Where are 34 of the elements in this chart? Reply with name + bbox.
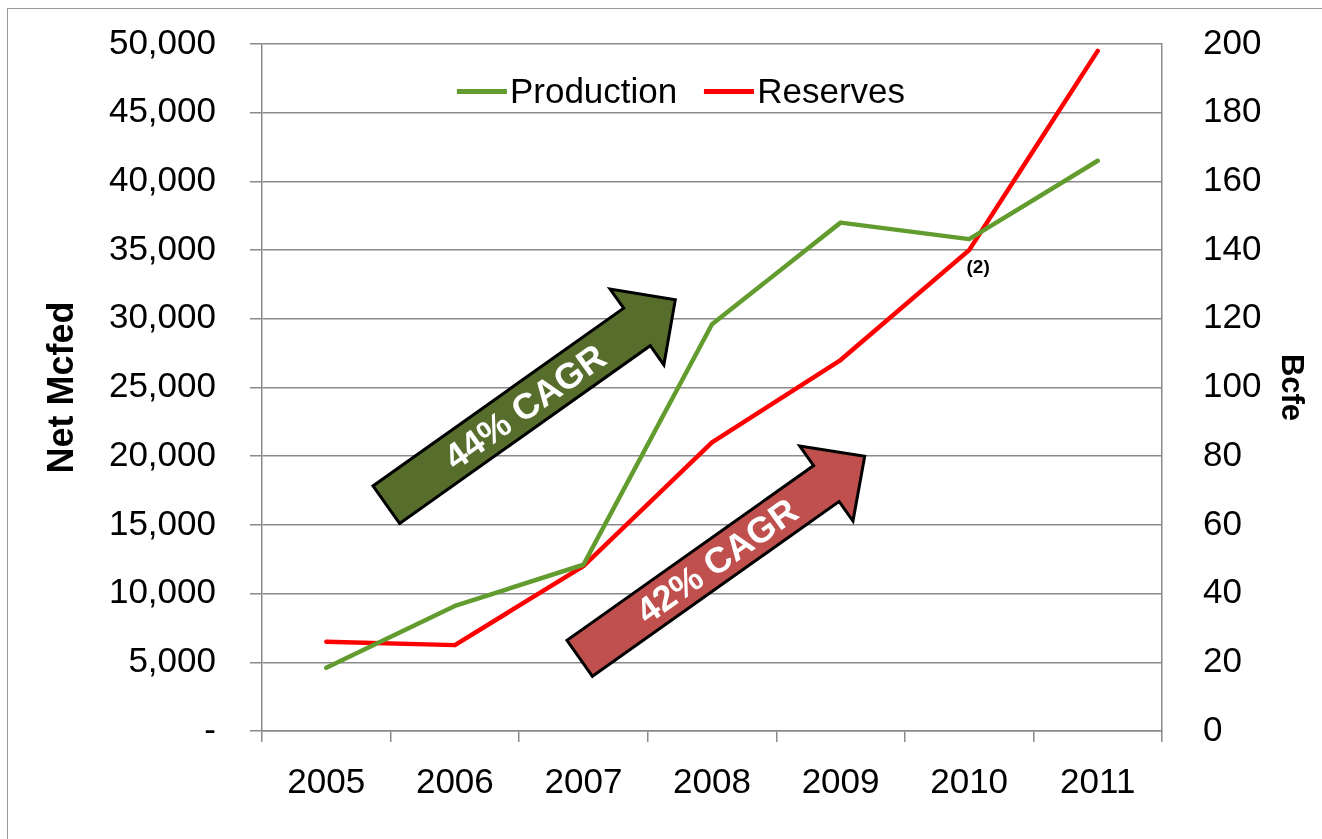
y-tick-label: 40,000 bbox=[108, 159, 216, 199]
y2-tick-label: 80 bbox=[1203, 433, 1242, 473]
legend-label: Production bbox=[509, 70, 678, 112]
y-tick-label: 50,000 bbox=[108, 21, 216, 61]
y-tick-label: 45,000 bbox=[108, 90, 216, 130]
y-tick-label: - bbox=[204, 708, 216, 748]
x-tick-label: 2006 bbox=[415, 760, 494, 800]
y2-tick-label: 200 bbox=[1203, 21, 1262, 61]
x-tick-label: 2010 bbox=[930, 760, 1009, 800]
y2-tick-label: 0 bbox=[1203, 708, 1223, 748]
y-tick-label: 5,000 bbox=[128, 639, 216, 679]
y2-tick-label: 40 bbox=[1203, 571, 1242, 611]
y-axis-title: Net Mcfed bbox=[39, 301, 81, 474]
y2-tick-label: 140 bbox=[1203, 227, 1262, 267]
y-tick-label: 20,000 bbox=[108, 433, 216, 473]
y2-tick-label: 100 bbox=[1203, 365, 1262, 405]
legend-label: Reserves bbox=[757, 70, 906, 112]
x-tick-label: 2011 bbox=[1060, 760, 1136, 800]
y-tick-label: 10,000 bbox=[108, 571, 216, 611]
y-tick-label: 30,000 bbox=[108, 296, 216, 336]
x-tick-label: 2007 bbox=[544, 760, 623, 800]
x-tick-label: 2005 bbox=[287, 760, 366, 800]
y2-tick-label: 160 bbox=[1203, 159, 1262, 199]
y2-axis-title: Bcfe bbox=[1274, 353, 1310, 422]
annotation: (2) bbox=[966, 255, 990, 277]
y-tick-label: 35,000 bbox=[108, 227, 216, 267]
y-tick-label: 15,000 bbox=[108, 502, 216, 542]
x-tick-label: 2009 bbox=[801, 760, 880, 800]
y2-tick-label: 180 bbox=[1203, 90, 1262, 130]
y2-tick-label: 20 bbox=[1203, 639, 1242, 679]
y2-tick-label: 120 bbox=[1203, 296, 1262, 336]
x-tick-label: 2008 bbox=[673, 760, 751, 800]
y2-tick-label: 60 bbox=[1203, 502, 1242, 542]
y-tick-label: 25,000 bbox=[108, 365, 216, 405]
